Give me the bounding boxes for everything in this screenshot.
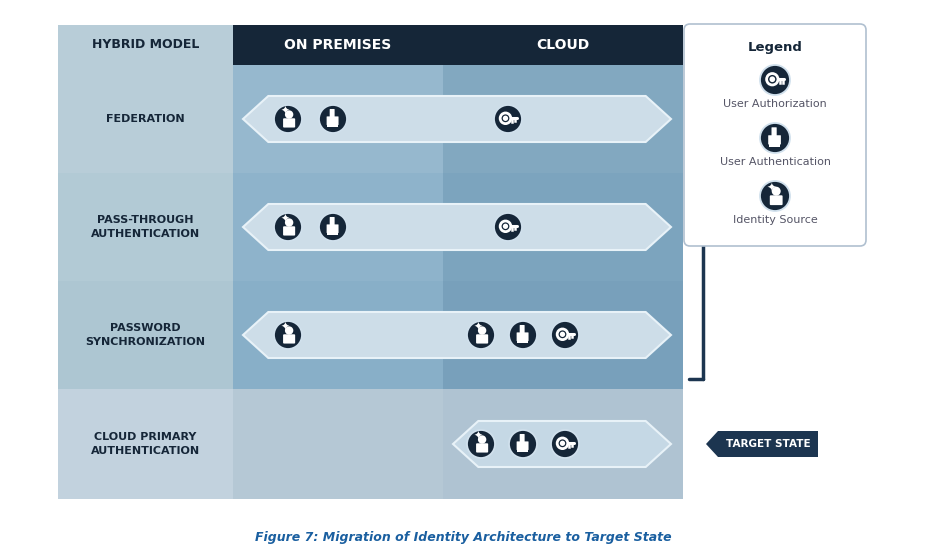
Text: ✦: ✦ — [281, 106, 289, 116]
Circle shape — [478, 326, 486, 335]
Circle shape — [503, 223, 508, 229]
Circle shape — [274, 213, 302, 241]
Circle shape — [770, 76, 775, 82]
Circle shape — [509, 321, 537, 349]
Text: Legend: Legend — [747, 41, 803, 55]
Bar — [58, 25, 683, 499]
Text: User Authorization: User Authorization — [723, 99, 827, 109]
Bar — [443, 389, 683, 499]
Bar — [443, 173, 683, 281]
Circle shape — [274, 105, 302, 133]
Circle shape — [319, 105, 347, 133]
FancyBboxPatch shape — [771, 127, 777, 137]
Bar — [58, 389, 233, 499]
Circle shape — [478, 435, 486, 444]
Bar — [517, 340, 528, 343]
Circle shape — [509, 430, 537, 458]
Polygon shape — [706, 214, 818, 240]
Bar — [58, 281, 233, 389]
Text: ✦: ✦ — [473, 431, 482, 441]
Circle shape — [560, 441, 565, 446]
Circle shape — [760, 65, 790, 95]
Bar — [58, 65, 233, 173]
Text: CURRENT STATE: CURRENT STATE — [720, 222, 815, 232]
FancyBboxPatch shape — [330, 217, 334, 226]
Text: ✦: ✦ — [281, 215, 289, 225]
Circle shape — [760, 123, 790, 153]
Circle shape — [285, 218, 294, 227]
Circle shape — [319, 213, 347, 241]
Bar — [233, 25, 443, 65]
FancyBboxPatch shape — [517, 332, 529, 341]
FancyBboxPatch shape — [283, 226, 295, 236]
FancyBboxPatch shape — [327, 225, 339, 233]
Circle shape — [551, 321, 579, 349]
FancyBboxPatch shape — [519, 434, 525, 443]
Polygon shape — [243, 96, 671, 142]
Bar — [58, 25, 233, 65]
Bar — [233, 65, 443, 173]
Bar — [233, 389, 443, 499]
FancyBboxPatch shape — [770, 195, 782, 205]
Circle shape — [467, 430, 495, 458]
Circle shape — [274, 321, 302, 349]
Circle shape — [285, 110, 294, 119]
Bar — [233, 281, 443, 389]
Bar — [233, 173, 443, 281]
Circle shape — [551, 430, 579, 458]
FancyBboxPatch shape — [476, 334, 488, 343]
Text: PASS-THROUGH
AUTHENTICATION: PASS-THROUGH AUTHENTICATION — [91, 216, 200, 238]
Text: PASSWORD
SYNCHRONIZATION: PASSWORD SYNCHRONIZATION — [85, 324, 206, 347]
Circle shape — [503, 116, 508, 121]
Text: Identity Source: Identity Source — [732, 215, 818, 225]
Bar — [769, 144, 781, 147]
Bar — [58, 173, 233, 281]
Text: User Authentication: User Authentication — [720, 157, 831, 167]
FancyBboxPatch shape — [327, 116, 339, 125]
Bar — [327, 124, 338, 127]
Text: FEDERATION: FEDERATION — [106, 114, 185, 124]
FancyBboxPatch shape — [769, 135, 781, 144]
FancyBboxPatch shape — [519, 325, 525, 334]
FancyBboxPatch shape — [283, 334, 295, 343]
Text: ON PREMISES: ON PREMISES — [284, 38, 392, 52]
Bar — [517, 450, 528, 452]
Bar — [443, 65, 683, 173]
Circle shape — [760, 181, 790, 211]
Text: ✦: ✦ — [767, 182, 777, 193]
FancyBboxPatch shape — [517, 441, 529, 450]
Text: ✦: ✦ — [281, 322, 289, 332]
Text: Figure 7: Migration of Identity Architecture to Target State: Figure 7: Migration of Identity Architec… — [255, 531, 671, 545]
FancyBboxPatch shape — [476, 444, 488, 452]
FancyBboxPatch shape — [283, 118, 295, 128]
Text: CLOUD PRIMARY
AUTHENTICATION: CLOUD PRIMARY AUTHENTICATION — [91, 432, 200, 456]
Text: HYBRID MODEL: HYBRID MODEL — [92, 39, 199, 51]
Polygon shape — [243, 312, 671, 358]
Text: ✦: ✦ — [473, 322, 482, 332]
Polygon shape — [706, 431, 818, 457]
Bar — [443, 281, 683, 389]
FancyBboxPatch shape — [684, 24, 866, 246]
Text: TARGET STATE: TARGET STATE — [726, 439, 810, 449]
Polygon shape — [453, 421, 671, 467]
Circle shape — [494, 105, 522, 133]
Bar — [443, 25, 683, 65]
Text: CLOUD: CLOUD — [536, 38, 590, 52]
Circle shape — [494, 213, 522, 241]
Circle shape — [560, 332, 565, 337]
Polygon shape — [243, 204, 671, 250]
Circle shape — [467, 321, 495, 349]
FancyBboxPatch shape — [330, 109, 334, 118]
Bar — [327, 232, 338, 236]
Circle shape — [285, 326, 294, 335]
Circle shape — [771, 187, 781, 196]
